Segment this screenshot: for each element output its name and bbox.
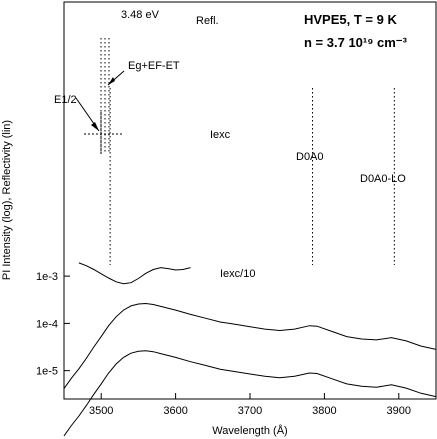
annotation-group: Refl. 3.48 eV Eg+EF-ET E1/2 Iexc Iexc/10… bbox=[54, 9, 406, 280]
iexc-label: Iexc bbox=[210, 129, 231, 141]
x-tick-label-3700: 3700 bbox=[238, 405, 262, 417]
series-line-2 bbox=[63, 350, 437, 437]
refl-energy-label: 3.48 eV bbox=[121, 9, 160, 21]
ticks-group: 3500 3600 3700 3800 3900 1e-5 1e-4 1e-3 bbox=[36, 271, 411, 417]
e12-label: E1/2 bbox=[54, 94, 77, 106]
y-tick-label-1e-5: 1e-5 bbox=[36, 366, 58, 378]
x-tick-label-3900: 3900 bbox=[387, 405, 411, 417]
series-line-0 bbox=[78, 262, 191, 285]
markers-group bbox=[75, 38, 395, 265]
eg-label: Eg+EF-ET bbox=[128, 60, 180, 72]
panel-title-line-1: HVPE5, T = 9 K bbox=[304, 12, 397, 27]
e12-arrow-head bbox=[91, 122, 99, 131]
d0a0-lo-label: D0A0-LO bbox=[360, 173, 406, 185]
eg-arrow-head bbox=[108, 77, 115, 85]
axis-labels-group: Wavelength (Å) PI Intensity (log), Refle… bbox=[1, 120, 288, 437]
series-group bbox=[63, 262, 437, 437]
panel-title-line-2: n = 3.7 10¹⁹ cm⁻³ bbox=[304, 35, 408, 50]
series-line-1 bbox=[63, 302, 437, 389]
d0a0-label: D0A0 bbox=[296, 151, 324, 163]
y-axis-label: PI Intensity (log), Reflectivity (lin) bbox=[1, 120, 13, 280]
x-tick-label-3600: 3600 bbox=[163, 405, 187, 417]
x-tick-label-3500: 3500 bbox=[89, 405, 113, 417]
y-tick-label-1e-3: 1e-3 bbox=[36, 271, 58, 283]
x-tick-label-3800: 3800 bbox=[312, 405, 336, 417]
refl-label: Refl. bbox=[196, 15, 219, 27]
x-axis-label: Wavelength (Å) bbox=[212, 424, 287, 437]
y-tick-label-1e-4: 1e-4 bbox=[36, 318, 58, 330]
iexc-div-label: Iexc/10 bbox=[220, 268, 255, 280]
panel-text-group: HVPE5, T = 9 K n = 3.7 10¹⁹ cm⁻³ bbox=[304, 12, 408, 50]
